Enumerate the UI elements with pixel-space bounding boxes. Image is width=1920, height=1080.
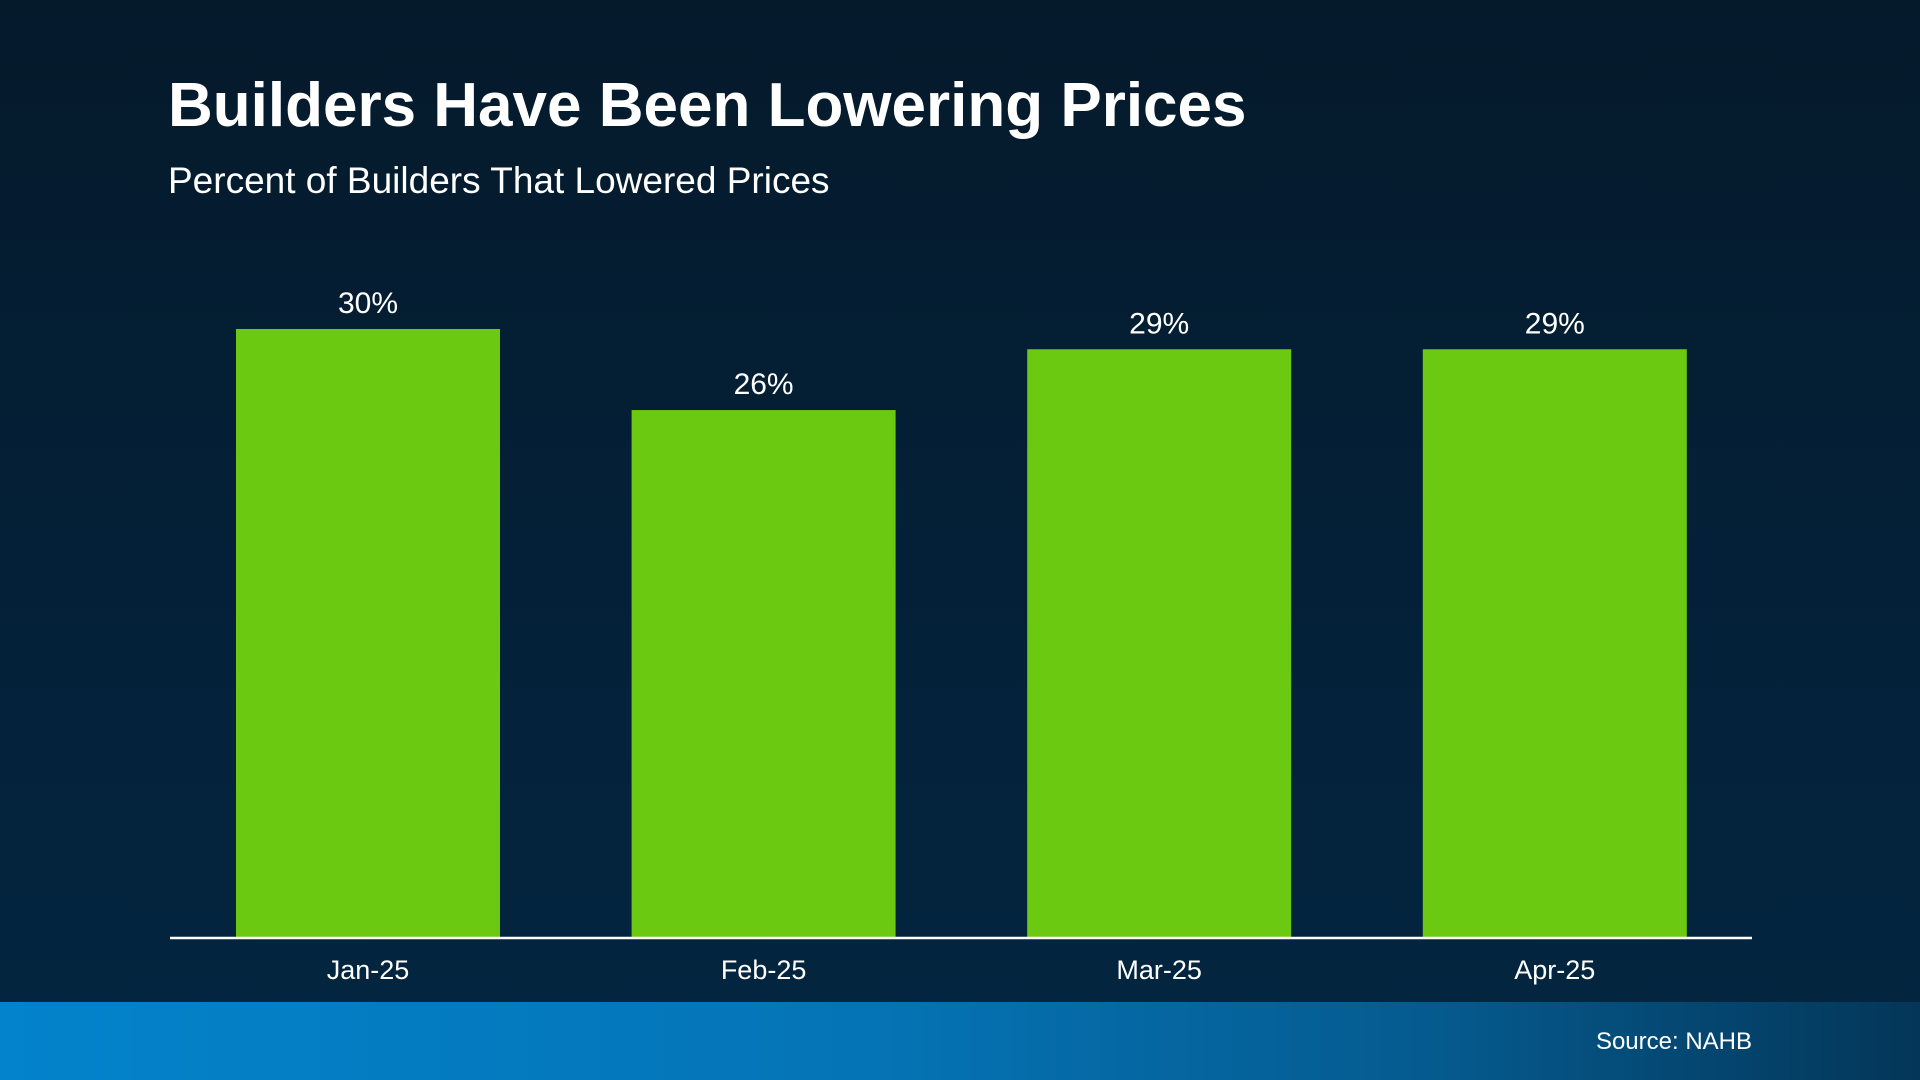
bar [1027,349,1292,937]
data-label: 29% [1525,307,1585,340]
x-tick-label: Jan-25 [327,955,410,985]
chart-subtitle: Percent of Builders That Lowered Prices [168,160,830,201]
x-tick-label: Apr-25 [1514,955,1595,985]
chart-title: Builders Have Been Lowering Prices [168,71,1247,140]
data-label: 30% [338,287,398,320]
data-label: 29% [1129,307,1189,340]
footer-band: Source: NAHB [0,1002,1920,1080]
x-tick-label: Feb-25 [721,955,807,985]
bar-chart: 30% Jan-25 26% Feb-25 29% Mar-25 29% Apr-25 [236,287,1687,985]
source-label: Source: NAHB [1595,1028,1752,1055]
bar [236,329,500,937]
x-tick-label: Mar-25 [1116,955,1202,985]
bar [1422,349,1687,937]
bar [631,410,896,938]
data-label: 26% [734,368,794,401]
